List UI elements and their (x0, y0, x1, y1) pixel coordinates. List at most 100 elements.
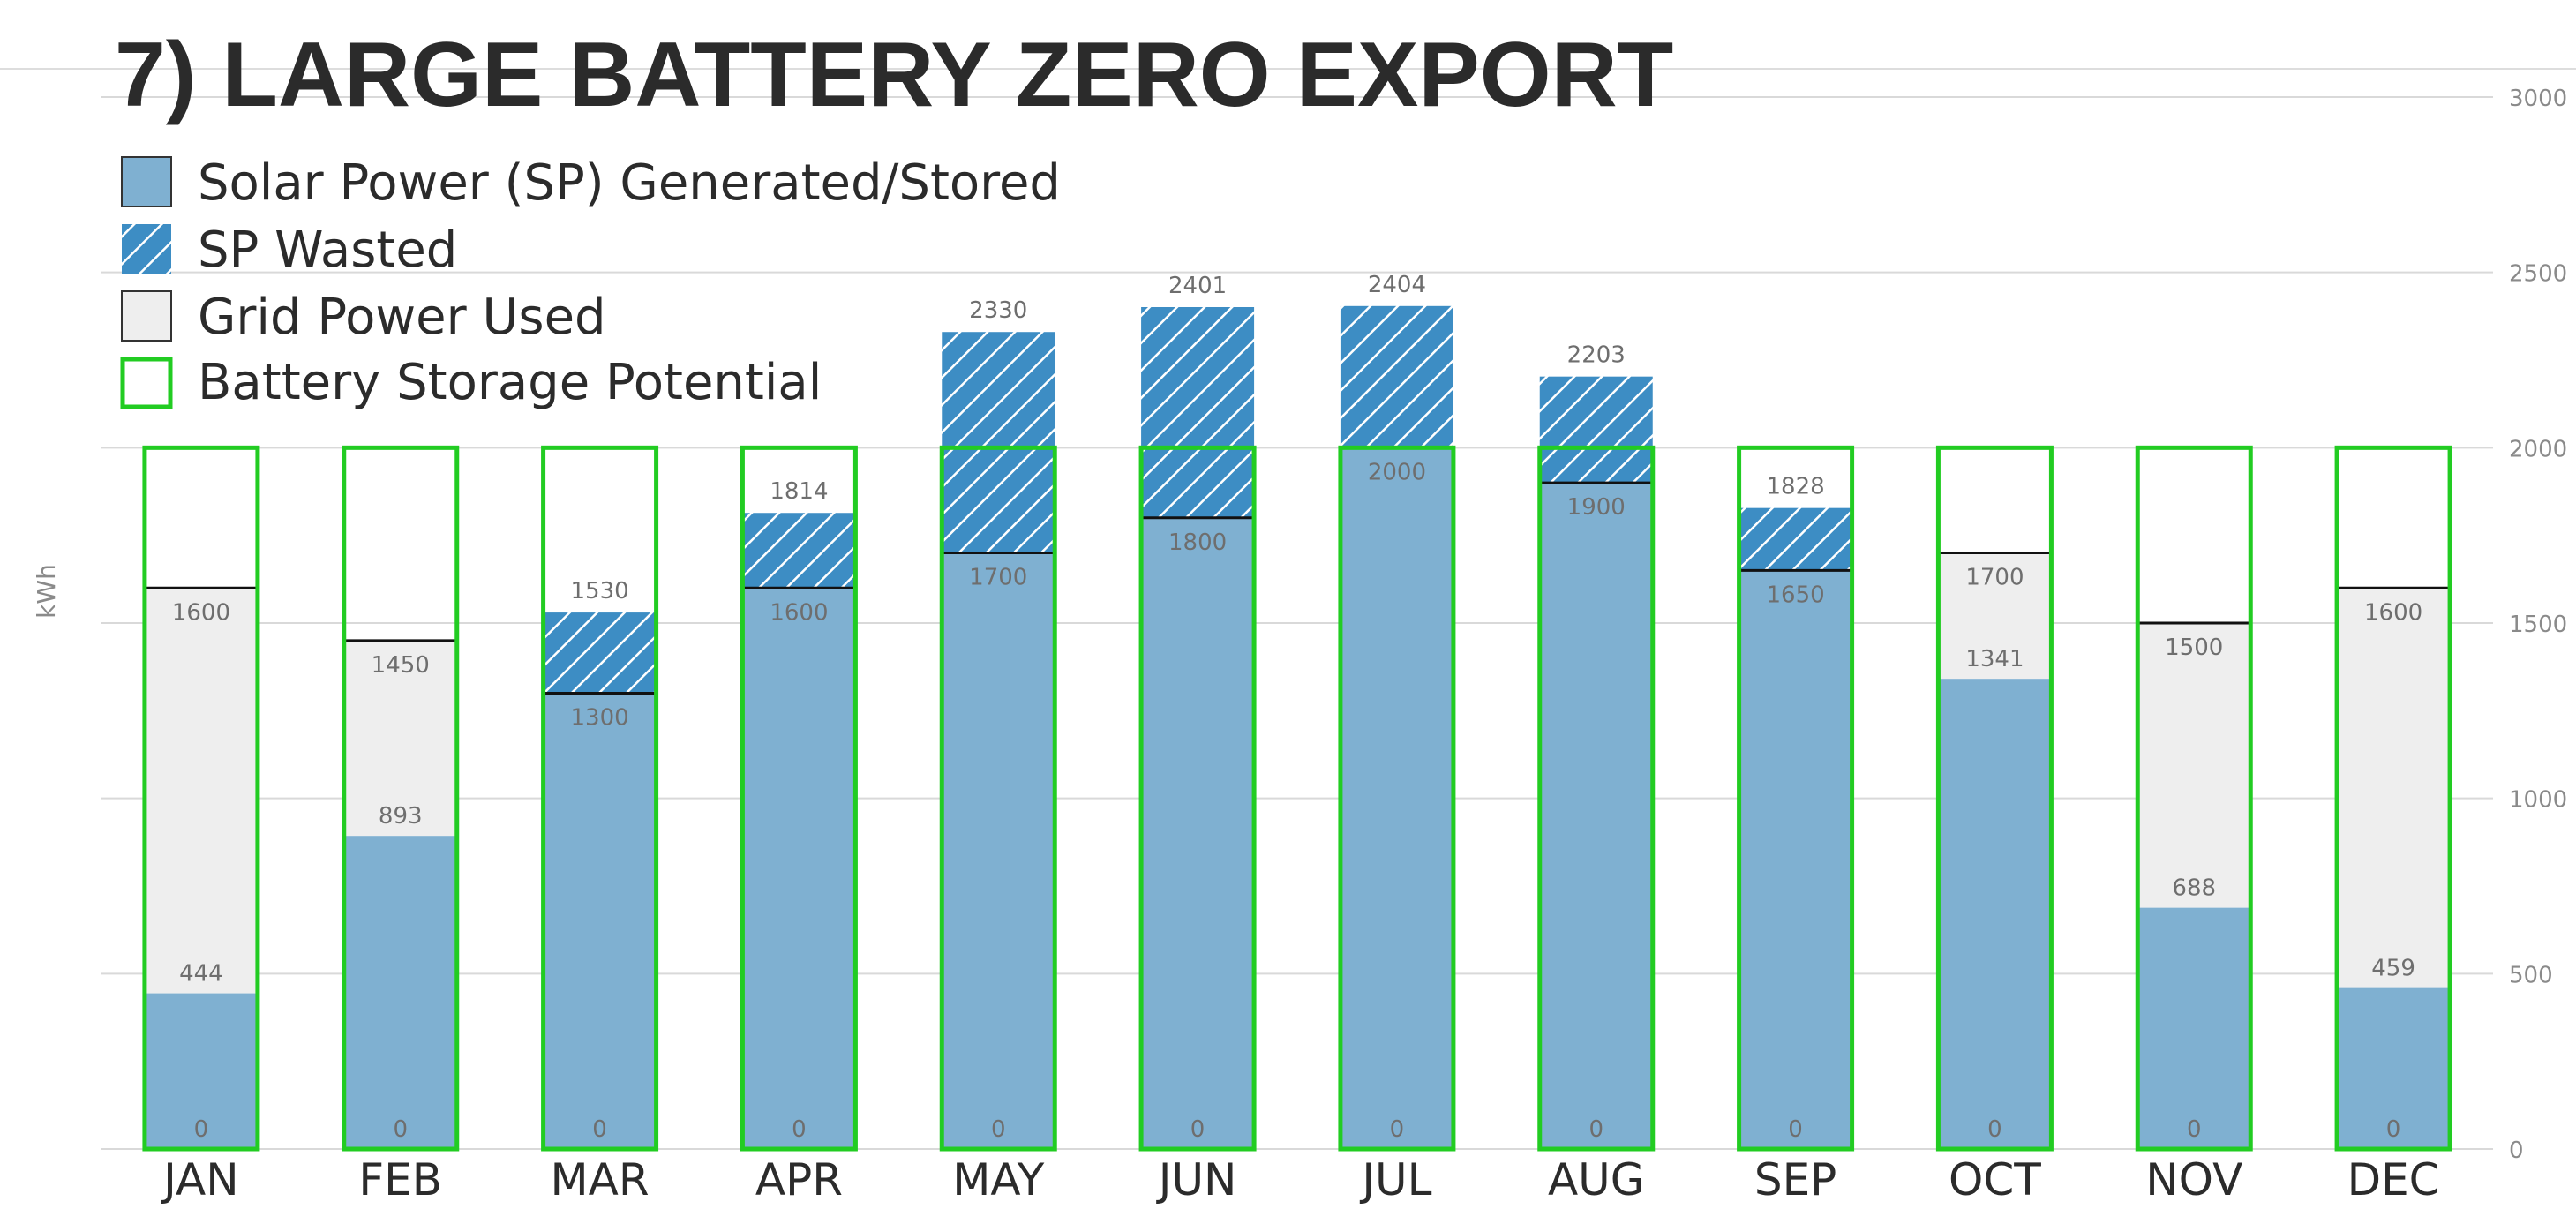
data-label-zero-dec: 0 (2386, 1116, 2401, 1143)
data-label-top-jun: 2401 (1168, 273, 1227, 299)
bar-solar-nov (2137, 907, 2251, 1149)
legend-swatch-grid (121, 290, 172, 342)
bar-battery-dec (2334, 445, 2452, 1152)
y-axis-label: kWh (32, 564, 61, 619)
x-tick-label-jul: JUL (1359, 1154, 1431, 1205)
data-label-solar-feb: 893 (379, 803, 423, 830)
x-tick-label-aug: AUG (1548, 1154, 1645, 1205)
legend-swatch-solar (121, 156, 172, 207)
data-label-zero-jul: 0 (1390, 1116, 1405, 1143)
x-tick-label-sep: SEP (1754, 1154, 1836, 1205)
x-tick-label-jan: JAN (161, 1154, 238, 1205)
data-label-solar-jan: 444 (179, 961, 223, 987)
bar-wasted-apr (742, 513, 856, 589)
data-label-solar-nov: 688 (2172, 875, 2216, 902)
bar-grid-feb (343, 640, 457, 837)
bar-wasted-jul (1340, 305, 1453, 448)
data-label-zero-apr: 0 (792, 1116, 807, 1143)
x-tick-label-mar: MAR (551, 1154, 650, 1205)
bar-grid-nov (2137, 623, 2251, 908)
bar-solar-jan (144, 993, 258, 1149)
bar-wasted-mar (543, 612, 657, 694)
bar-grid-jan (144, 588, 258, 994)
bar-solar-oct (1938, 679, 2052, 1149)
data-label-line-jun: 1800 (1168, 529, 1227, 556)
x-tick-label-apr: APR (755, 1154, 843, 1205)
legend-label-solar: Solar Power (SP) Generated/Stored (198, 154, 1061, 212)
bar-wasted-jun (1141, 307, 1255, 518)
x-tick-label-nov: NOV (2145, 1154, 2242, 1205)
bar-grid-oct (1938, 552, 2052, 680)
data-label-top-may: 2330 (969, 297, 1027, 324)
bar-wasted-sep (1739, 507, 1852, 571)
data-label-zero-oct: 0 (1987, 1116, 2002, 1143)
data-label-top-aug: 2203 (1567, 342, 1626, 369)
bar-battery-jul (1338, 445, 1456, 1152)
bar-battery-oct (1935, 445, 2054, 1152)
data-label-zero-jan: 0 (194, 1116, 209, 1143)
data-label-line-jan: 1600 (172, 599, 230, 626)
data-label-line-feb: 1450 (372, 652, 430, 679)
data-label-line-sep: 1650 (1766, 582, 1824, 608)
grid-layer: 0 500 1000 1500 2000 2500 3000 (0, 68, 2576, 1164)
bar-battery-apr (740, 445, 858, 1152)
x-tick-label-dec: DEC (2347, 1154, 2440, 1205)
data-label-solar-dec: 459 (2371, 956, 2415, 982)
legend-label-battery: Battery Storage Potential (198, 354, 822, 411)
legend: Solar Power (SP) Generated/Stored SP Was… (120, 154, 1061, 411)
data-label-top-jul: 2404 (1368, 272, 1426, 298)
y-tick-label-1500: 1500 (2509, 612, 2567, 638)
bar-battery-may (939, 445, 1057, 1152)
x-tick-label-oct: OCT (1949, 1154, 2041, 1205)
labels-layer: JAN 0 1600 444 FEB 0 1450 893 MAR 0 1300 1530 APR 0 16… (161, 272, 2439, 1205)
bar-battery-sep (1737, 445, 1855, 1152)
data-label-line-aug: 1900 (1567, 494, 1626, 521)
data-label-solar-oct: 1341 (1965, 646, 2024, 672)
y-tick-label-0: 0 (2509, 1138, 2524, 1164)
bar-solar-dec (2337, 987, 2451, 1149)
data-label-top-apr: 1814 (770, 478, 828, 505)
y-tick-label-500: 500 (2509, 962, 2553, 988)
data-label-zero-nov: 0 (2187, 1116, 2202, 1143)
data-label-line-apr: 1600 (770, 599, 828, 626)
y-tick-label-3000: 3000 (2509, 86, 2567, 112)
data-label-zero-sep: 0 (1788, 1116, 1803, 1143)
legend-swatch-wasted (122, 224, 171, 274)
bar-battery-jun (1138, 445, 1257, 1152)
data-label-line-jul: 2000 (1368, 459, 1426, 485)
data-label-line-mar: 1300 (570, 704, 628, 731)
bar-solar-jun (1141, 517, 1255, 1149)
bar-battery-jan (142, 445, 260, 1152)
legend-label-wasted: SP Wasted (198, 222, 457, 279)
data-label-zero-aug: 0 (1588, 1116, 1603, 1143)
data-label-line-oct: 1700 (1965, 565, 2024, 591)
data-label-zero-feb: 0 (393, 1116, 408, 1143)
bar-solar-jul (1340, 447, 1453, 1149)
data-label-top-mar: 1530 (570, 578, 628, 604)
x-tick-label-jun: JUN (1156, 1154, 1237, 1205)
bar-wasted-may (942, 332, 1055, 553)
bar-solar-feb (343, 836, 457, 1149)
bar-battery-feb (342, 445, 460, 1152)
chart-title: 7) LARGE BATTERY ZERO EXPORT (115, 24, 1673, 126)
bar-solar-aug (1539, 483, 1653, 1149)
bar-solar-apr (742, 588, 856, 1149)
bar-battery-nov (2135, 445, 2253, 1152)
bar-battery-aug (1537, 445, 1656, 1152)
bar-solar-may (942, 552, 1055, 1149)
x-tick-label-feb: FEB (358, 1154, 442, 1205)
data-label-line-nov: 1500 (2165, 635, 2223, 661)
bar-solar-mar (543, 693, 657, 1149)
y-tick-label-2000: 2000 (2509, 436, 2567, 462)
data-label-zero-jun: 0 (1190, 1116, 1205, 1143)
bars-layer (142, 305, 2452, 1152)
y-tick-label-2500: 2500 (2509, 261, 2567, 288)
legend-swatch-battery (120, 357, 173, 409)
data-label-top-sep: 1828 (1766, 474, 1824, 500)
legend-label-grid: Grid Power Used (198, 289, 606, 346)
y-tick-label-1000: 1000 (2509, 787, 2567, 814)
data-label-zero-may: 0 (991, 1116, 1006, 1143)
bar-wasted-aug (1539, 376, 1653, 484)
x-tick-label-may: MAY (952, 1154, 1044, 1205)
